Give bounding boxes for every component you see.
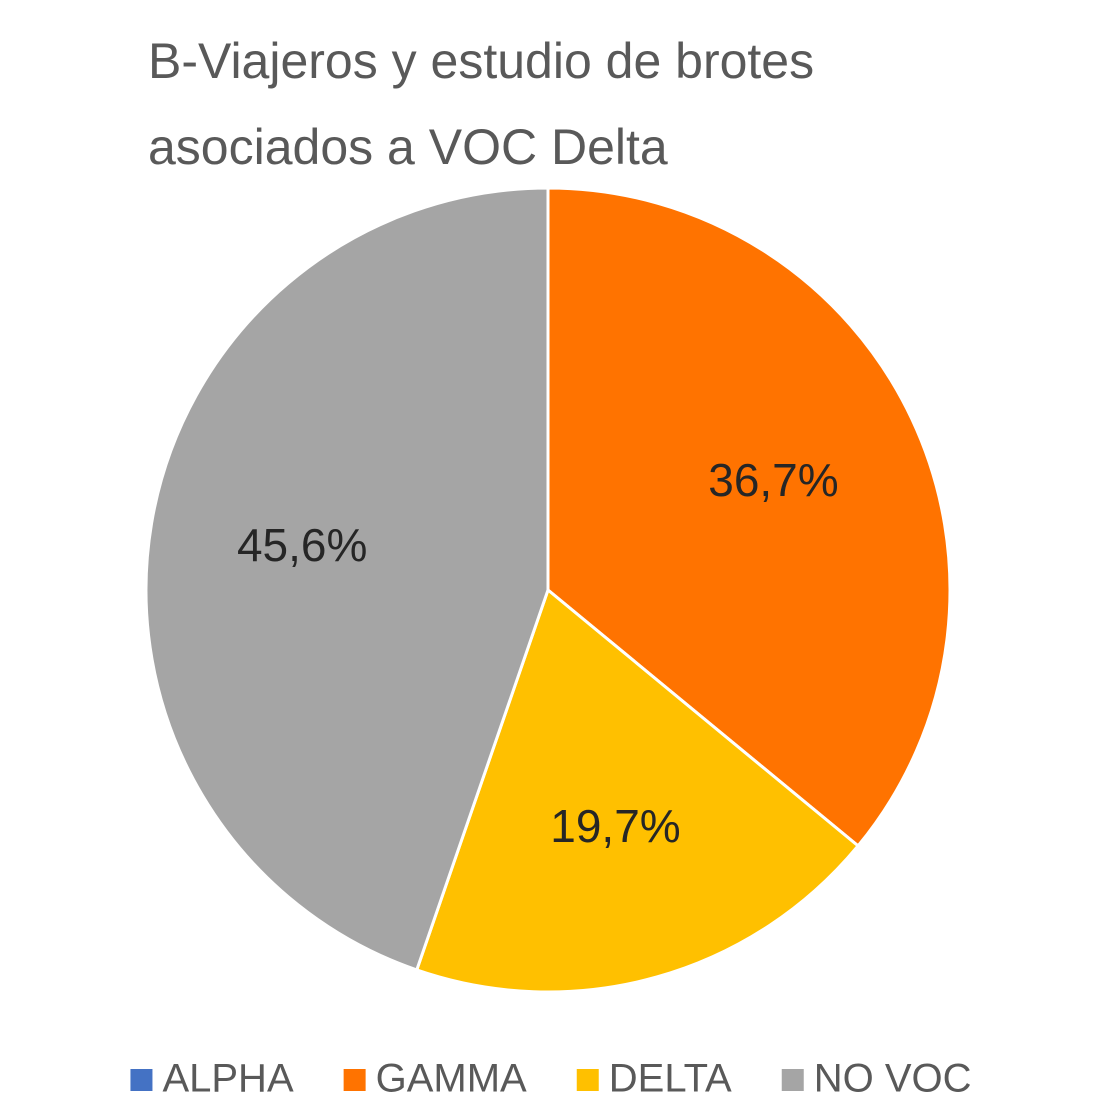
pie-slice xyxy=(144,186,550,972)
data-label: 19,7% xyxy=(550,800,680,852)
legend-swatch xyxy=(343,1069,366,1091)
data-label: 36,7% xyxy=(708,454,838,506)
data-label: 45,6% xyxy=(237,519,367,571)
legend-swatch xyxy=(576,1069,599,1091)
legend-swatch xyxy=(130,1069,153,1091)
pie-slice xyxy=(414,587,861,994)
legend-label: DELTA xyxy=(609,1057,732,1101)
legend-label: ALPHA xyxy=(162,1057,293,1101)
chart-title: B-Viajeros y estudio de brotes asociados… xyxy=(148,33,815,175)
legend-label: NO VOC xyxy=(814,1057,972,1101)
legend-label: GAMMA xyxy=(376,1057,527,1101)
legend-swatch xyxy=(781,1069,804,1091)
pie-slice xyxy=(546,186,952,848)
